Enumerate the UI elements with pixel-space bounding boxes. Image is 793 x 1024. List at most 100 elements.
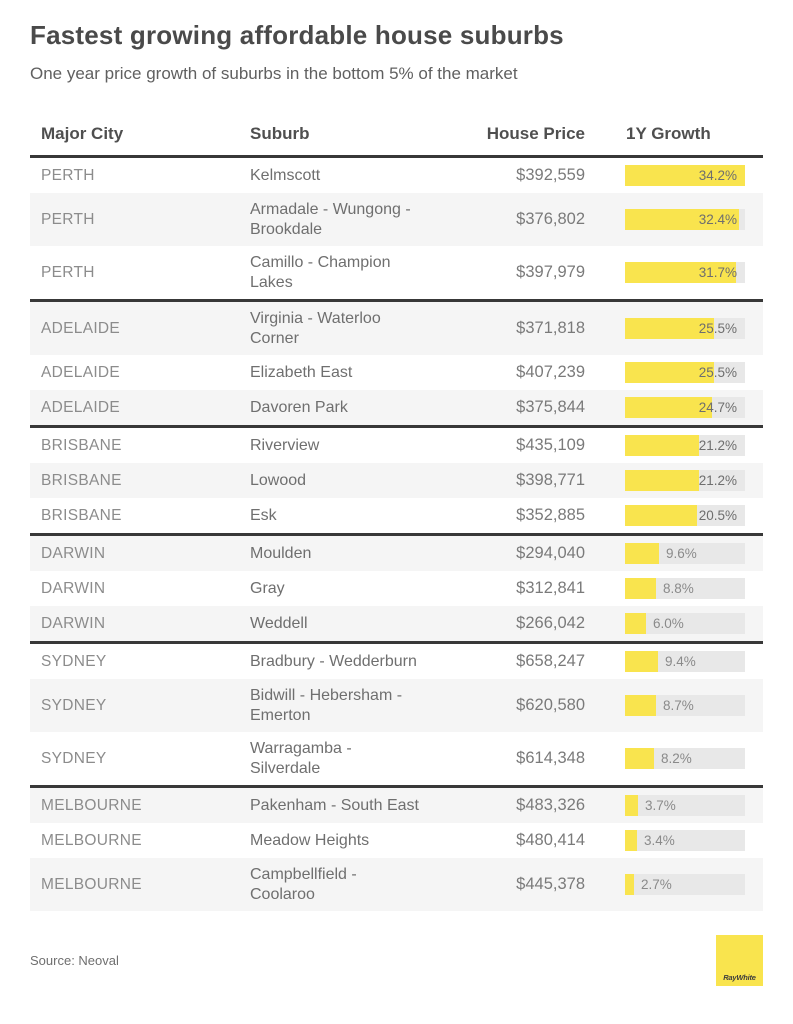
city-cell: PERTH [41, 263, 95, 281]
house-price-cell: $392,559 [516, 165, 585, 184]
table-row: BRISBANE Riverview $435,109 21.2% [30, 428, 763, 463]
city-cell: SYDNEY [41, 652, 107, 670]
growth-bar-fill [625, 362, 714, 383]
growth-value-label: 20.5% [698, 508, 737, 523]
table-body: PERTH Kelmscott $392,559 34.2% PERTH Armadale… [30, 155, 763, 911]
table-row: ADELAIDE Davoren Park $375,844 24.7% [30, 390, 763, 425]
growth-value-label: 9.4% [665, 654, 696, 669]
growth-bar-fill [625, 613, 646, 634]
city-group-perth: PERTH Kelmscott $392,559 34.2% PERTH Armadale… [30, 155, 763, 299]
house-price-cell: $614,348 [516, 748, 585, 767]
growth-bar-fill [625, 695, 656, 716]
city-cell: PERTH [41, 166, 95, 184]
growth-value-label: 24.7% [698, 400, 737, 415]
page-title: Fastest growing affordable house suburbs [30, 20, 564, 50]
city-cell: ADELAIDE [41, 398, 121, 416]
growth-bar-fill [625, 651, 658, 672]
house-price-cell: $294,040 [516, 543, 585, 562]
suburb-cell: Moulden [250, 544, 312, 562]
house-price-cell: $620,580 [516, 695, 585, 714]
suburb-cell: Esk [250, 506, 277, 524]
growth-bar-track: 21.2% [625, 435, 745, 456]
table-row: MELBOURNE Meadow Heights $480,414 3.4% [30, 823, 763, 858]
city-group-sydney: SYDNEY Bradbury - Wedderburn $658,247 9.4% S… [30, 641, 763, 785]
growth-bar-fill [625, 830, 637, 851]
city-group-darwin: DARWIN Moulden $294,040 9.6% DARWIN Gray $312,… [30, 533, 763, 641]
house-price-cell: $312,841 [516, 578, 585, 597]
city-cell: DARWIN [41, 544, 106, 562]
city-cell: BRISBANE [41, 506, 122, 524]
house-price-cell: $398,771 [516, 470, 585, 489]
city-cell: BRISBANE [41, 436, 122, 454]
city-cell: MELBOURNE [41, 796, 142, 814]
house-price-cell: $376,802 [516, 209, 585, 228]
house-price-cell: $445,378 [516, 874, 585, 893]
growth-bar-track: 8.2% [625, 748, 745, 769]
house-price-cell: $480,414 [516, 830, 585, 849]
house-price-cell: $407,239 [516, 362, 585, 381]
city-cell: MELBOURNE [41, 875, 142, 893]
table-row: BRISBANE Esk $352,885 20.5% [30, 498, 763, 533]
table-row: PERTH Armadale - Wungong - Brookdale $376,… [30, 193, 763, 246]
table-row: ADELAIDE Virginia - Waterloo Corner $371,8… [30, 302, 763, 355]
growth-cell: 3.4% [585, 830, 763, 851]
house-price-cell: $483,326 [516, 795, 585, 814]
col-header-house-price: House Price [486, 124, 585, 143]
footer: Source: Neoval RayWhite [30, 935, 763, 986]
growth-bar-fill [625, 209, 739, 230]
growth-bar-fill [625, 578, 656, 599]
table-row: DARWIN Gray $312,841 8.8% [30, 571, 763, 606]
growth-bar-fill [625, 435, 699, 456]
growth-value-label: 21.2% [698, 438, 737, 453]
suburb-cell: Meadow Heights [250, 831, 370, 849]
house-price-cell: $352,885 [516, 505, 585, 524]
growth-bar-fill [625, 165, 745, 186]
suburb-cell: Gray [250, 579, 285, 597]
growth-bar-track: 25.5% [625, 318, 745, 339]
growth-bar-track: 3.7% [625, 795, 745, 816]
growth-bar-fill [625, 470, 699, 491]
table-row: MELBOURNE Campbellfield - Coolaroo $445,37… [30, 858, 763, 911]
page-subtitle: One year price growth of suburbs in the … [30, 64, 518, 83]
suburb-cell: Camillo - Champion Lakes [250, 254, 391, 291]
suburb-cell: Davoren Park [250, 398, 348, 416]
growth-value-label: 32.4% [698, 212, 737, 227]
city-cell: BRISBANE [41, 471, 122, 489]
growth-value-label: 21.2% [698, 473, 737, 488]
table-row: SYDNEY Bidwill - Hebersham - Emerton $620,… [30, 679, 763, 732]
growth-bar-track: 3.4% [625, 830, 745, 851]
growth-cell: 8.8% [585, 578, 763, 599]
col-header-1y-growth: 1Y Growth [626, 124, 711, 143]
table-row: DARWIN Weddell $266,042 6.0% [30, 606, 763, 641]
growth-bar-track: 9.6% [625, 543, 745, 564]
table-row: PERTH Kelmscott $392,559 34.2% [30, 158, 763, 193]
source-note: Source: Neoval [30, 953, 119, 968]
city-cell: DARWIN [41, 579, 106, 597]
growth-bar-fill [625, 748, 654, 769]
growth-cell: 31.7% [585, 262, 763, 283]
growth-bar-track: 8.8% [625, 578, 745, 599]
city-group-adelaide: ADELAIDE Virginia - Waterloo Corner $371,8… [30, 299, 763, 425]
city-cell: DARWIN [41, 614, 106, 632]
house-price-cell: $371,818 [516, 318, 585, 337]
growth-value-label: 3.4% [644, 833, 675, 848]
suburb-cell: Warragamba - Silverdale [250, 740, 352, 777]
city-cell: ADELAIDE [41, 319, 121, 337]
suburb-cell: Lowood [250, 471, 307, 489]
growth-value-label: 8.8% [663, 581, 694, 596]
growth-value-label: 2.7% [641, 877, 672, 892]
growth-cell: 8.2% [585, 748, 763, 769]
growth-cell: 8.7% [585, 695, 763, 716]
suburb-cell: Armadale - Wungong - Brookdale [250, 201, 411, 238]
growth-value-label: 8.7% [663, 698, 694, 713]
suburb-growth-table: Major City Suburb House Price 1Y Growth … [30, 124, 763, 911]
growth-bar-fill [625, 874, 634, 895]
table-row: ADELAIDE Elizabeth East $407,239 25.5% [30, 355, 763, 390]
growth-cell: 25.5% [585, 362, 763, 383]
growth-bar-track: 20.5% [625, 505, 745, 526]
city-group-melbourne: MELBOURNE Pakenham - South East $483,326 3.… [30, 785, 763, 911]
growth-bar-fill [625, 397, 712, 418]
city-cell: ADELAIDE [41, 363, 121, 381]
growth-value-label: 25.5% [698, 365, 737, 380]
